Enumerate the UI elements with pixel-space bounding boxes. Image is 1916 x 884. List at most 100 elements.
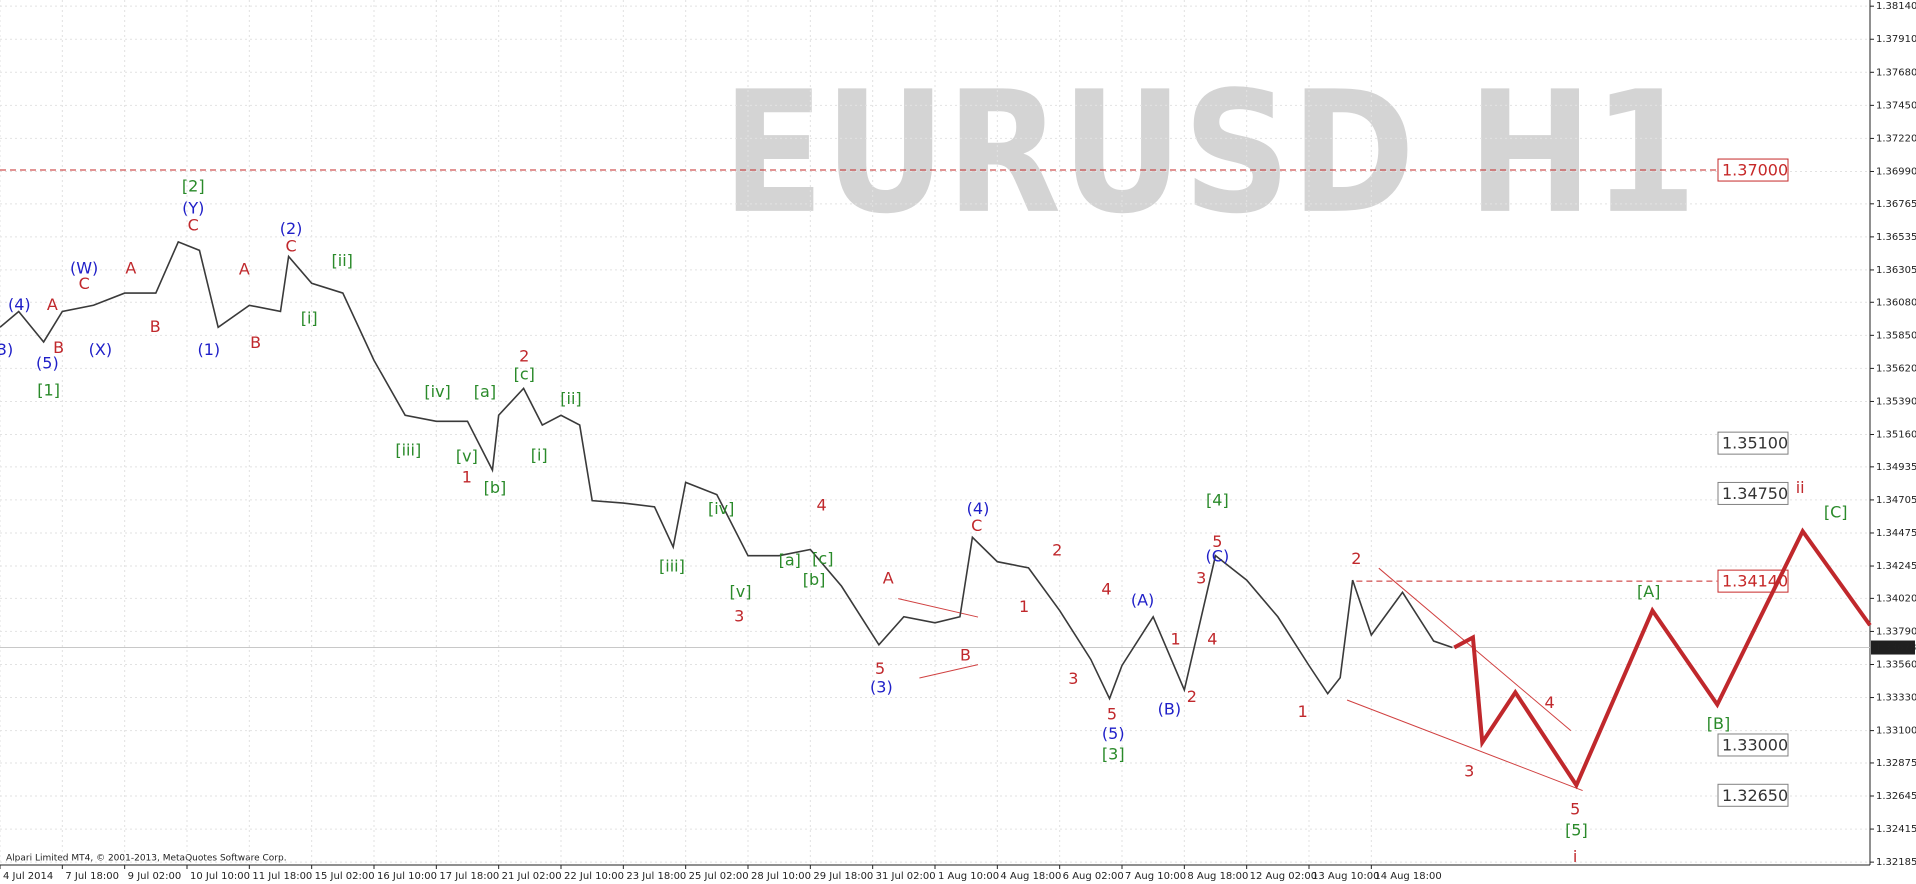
- wave-label: [i]: [301, 308, 318, 327]
- y-tick-label: 1.34935: [1876, 462, 1916, 473]
- wave-label: [C]: [1824, 503, 1848, 522]
- y-tick-label: 1.35620: [1876, 363, 1916, 374]
- wave-label: [v]: [730, 582, 752, 601]
- wave-label: A: [883, 569, 894, 588]
- x-tick-label: 16 Jul 10:00: [377, 871, 437, 882]
- level-label: 1.35100: [1722, 434, 1788, 453]
- y-tick-label: 1.34020: [1876, 593, 1916, 604]
- level-box: [1717, 431, 1789, 455]
- wave-label: [b]: [803, 570, 826, 589]
- wave-label: [a]: [779, 550, 801, 569]
- wave-label: (2): [280, 219, 303, 238]
- x-tick-label: 7 Jul 18:00: [65, 871, 119, 882]
- wave-label: [c]: [812, 549, 833, 568]
- wave-label: [4]: [1206, 490, 1229, 509]
- wave-label: B: [150, 317, 161, 336]
- wave-label: [a]: [474, 382, 496, 401]
- wave-label: [1]: [37, 380, 60, 399]
- wave-label: A: [125, 258, 136, 277]
- x-tick-label: 10 Jul 10:00: [190, 871, 250, 882]
- wave-label: C: [79, 274, 90, 293]
- wave-label: A: [47, 295, 58, 314]
- x-tick-label: 14 Aug 18:00: [1374, 871, 1441, 882]
- y-tick-label: 1.33790: [1876, 626, 1916, 637]
- x-tick-label: 13 Aug 10:00: [1312, 871, 1379, 882]
- wave-label: 2: [1052, 541, 1062, 560]
- x-tick-label: 4 Aug 18:00: [1000, 871, 1061, 882]
- y-tick-label: 1.33560: [1876, 659, 1916, 670]
- x-tick-label: 17 Jul 18:00: [439, 871, 499, 882]
- wave-label: B: [250, 333, 261, 352]
- x-tick-label: 9 Jul 02:00: [128, 871, 182, 882]
- wave-label: 1: [462, 467, 472, 486]
- x-tick-label: 8 Aug 18:00: [1187, 871, 1248, 882]
- wave-label: [2]: [182, 176, 205, 195]
- wave-label: 3): [0, 340, 13, 359]
- level-label: 1.34140: [1722, 572, 1788, 591]
- level-box: [1717, 783, 1789, 807]
- wave-label: [ii]: [332, 251, 353, 270]
- x-tick-label: 6 Aug 02:00: [1063, 871, 1124, 882]
- price-line: [0, 240, 1453, 701]
- y-tick-label: 1.37680: [1876, 67, 1916, 78]
- wave-label: (4): [8, 295, 31, 314]
- wave-label: C: [188, 216, 199, 235]
- y-tick-label: 1.36990: [1876, 166, 1916, 177]
- y-tick-label: 1.38140: [1876, 1, 1916, 12]
- watermark: EURUSD H1: [722, 55, 1697, 251]
- level-box: [1717, 158, 1789, 182]
- y-tick-label: 1.36765: [1876, 199, 1916, 210]
- current-price-label: 1.33678: [1875, 643, 1916, 654]
- x-tick-label: 28 Jul 10:00: [751, 871, 811, 882]
- wave-label: 4: [1545, 693, 1555, 712]
- wave-label: ii: [1796, 478, 1805, 497]
- level-label: 1.37000: [1722, 161, 1788, 180]
- wave-label: 5: [1107, 704, 1117, 723]
- level-label: 1.34750: [1722, 484, 1788, 503]
- y-tick-label: 1.34705: [1876, 495, 1916, 506]
- wave-label: B: [960, 646, 971, 665]
- wave-label: [i]: [531, 445, 548, 464]
- wave-label: 3: [1196, 569, 1206, 588]
- level-box: [1717, 481, 1789, 505]
- y-tick-label: 1.35850: [1876, 330, 1916, 341]
- wave-label: 3: [1068, 669, 1078, 688]
- y-tick-label: 1.32875: [1876, 758, 1916, 769]
- wave-label: 1: [1019, 597, 1029, 616]
- wave-label: (1): [197, 340, 220, 359]
- wave-label: C: [971, 516, 982, 535]
- wave-label: [A]: [1637, 582, 1660, 601]
- y-tick-label: 1.36080: [1876, 297, 1916, 308]
- wave-label: (5): [1102, 724, 1125, 743]
- wave-label: 3: [1464, 762, 1474, 781]
- x-tick-label: 7 Aug 10:00: [1125, 871, 1186, 882]
- y-tick-label: 1.35160: [1876, 430, 1916, 441]
- wave-label: (C): [1206, 547, 1230, 566]
- x-tick-label: 31 Jul 02:00: [876, 871, 936, 882]
- wave-label: [ii]: [560, 389, 581, 408]
- wave-label: B: [53, 338, 64, 357]
- x-tick-label: 23 Jul 18:00: [626, 871, 686, 882]
- wave-label: (3): [870, 677, 893, 696]
- y-tick-label: 1.36535: [1876, 232, 1916, 243]
- wave-label: 3: [734, 607, 744, 626]
- wave-label: i: [1573, 847, 1577, 866]
- y-tick-label: 1.32415: [1876, 824, 1916, 835]
- footer: Alpari Limited MT4, © 2001-2013, MetaQuo…: [6, 854, 287, 864]
- wave-label: (Y): [182, 198, 204, 217]
- y-tick-label: 1.37910: [1876, 34, 1916, 45]
- y-tick-label: 1.36305: [1876, 265, 1916, 276]
- y-tick-label: 1.32185: [1876, 857, 1916, 868]
- wave-label: 4: [816, 495, 826, 514]
- wave-label: [c]: [514, 365, 535, 384]
- trendline: [898, 598, 979, 618]
- x-tick-label: 1 Aug 10:00: [938, 871, 999, 882]
- x-tick-label: 11 Jul 18:00: [252, 871, 312, 882]
- wave-label: (A): [1131, 591, 1154, 610]
- level-box: [1717, 733, 1789, 757]
- wave-label: 2: [519, 346, 529, 365]
- wave-label: 2: [1187, 687, 1197, 706]
- wave-label: [B]: [1707, 714, 1730, 733]
- x-tick-label: 4 Jul 2014: [3, 871, 53, 882]
